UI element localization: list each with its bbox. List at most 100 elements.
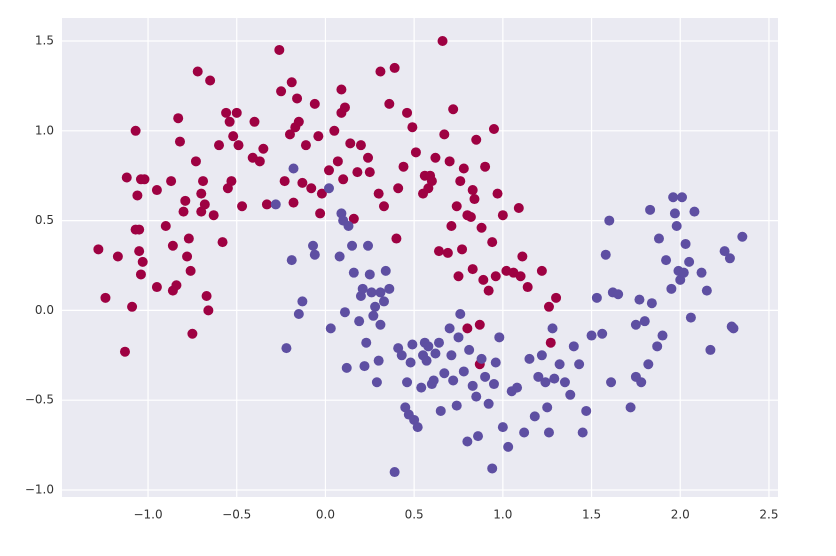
- point: [547, 323, 558, 334]
- x-tick-label: 1.0: [493, 508, 512, 522]
- point: [198, 176, 209, 187]
- point: [380, 265, 391, 276]
- point: [685, 312, 696, 323]
- point: [121, 172, 132, 183]
- point: [439, 368, 450, 379]
- point: [473, 431, 484, 442]
- point: [433, 246, 444, 257]
- point: [180, 195, 191, 206]
- point: [689, 206, 700, 217]
- point: [173, 113, 184, 124]
- x-tick-label: 0.5: [405, 508, 424, 522]
- point: [669, 208, 680, 219]
- point: [93, 244, 104, 255]
- x-tick-label: 1.5: [582, 508, 601, 522]
- point: [196, 188, 207, 199]
- point: [559, 377, 570, 388]
- point: [341, 362, 352, 373]
- point: [288, 197, 299, 208]
- point: [517, 251, 528, 262]
- point: [630, 371, 641, 382]
- point: [581, 405, 592, 416]
- point: [412, 422, 423, 433]
- point: [405, 357, 416, 368]
- point: [166, 176, 177, 187]
- point: [270, 199, 281, 210]
- point: [339, 102, 350, 113]
- point: [646, 298, 657, 309]
- point: [677, 192, 688, 203]
- point: [467, 264, 478, 275]
- point: [455, 176, 466, 187]
- point: [458, 366, 469, 377]
- point: [336, 84, 347, 95]
- point: [201, 291, 212, 302]
- point: [503, 441, 514, 452]
- point: [378, 201, 389, 212]
- point: [680, 238, 691, 249]
- point: [354, 316, 365, 327]
- point: [430, 348, 441, 359]
- point: [187, 328, 198, 339]
- point: [423, 341, 434, 352]
- point: [127, 301, 138, 312]
- point: [300, 140, 311, 151]
- point: [515, 271, 526, 282]
- point: [375, 66, 386, 77]
- point: [371, 377, 382, 388]
- point: [453, 332, 464, 343]
- point: [586, 330, 597, 341]
- point: [487, 463, 498, 474]
- point: [100, 292, 111, 303]
- point: [384, 98, 395, 109]
- point: [217, 237, 228, 248]
- point: [606, 377, 617, 388]
- point: [480, 161, 491, 172]
- point: [316, 188, 327, 199]
- point: [480, 371, 491, 382]
- point: [276, 86, 287, 97]
- y-tick-label: 0.0: [35, 303, 54, 317]
- point: [396, 350, 407, 361]
- point: [130, 125, 141, 136]
- point: [446, 220, 457, 231]
- point: [357, 283, 368, 294]
- point: [719, 246, 730, 257]
- point: [421, 355, 432, 366]
- point: [435, 405, 446, 416]
- point: [375, 319, 386, 330]
- point: [343, 220, 354, 231]
- point: [451, 201, 462, 212]
- point: [565, 389, 576, 400]
- point: [543, 427, 554, 438]
- point: [433, 337, 444, 348]
- point: [522, 282, 533, 293]
- point: [339, 307, 350, 318]
- point: [323, 183, 334, 194]
- point: [476, 353, 487, 364]
- point: [183, 233, 194, 244]
- plot-area: [62, 18, 778, 497]
- point: [428, 375, 439, 386]
- point: [286, 77, 297, 88]
- point: [490, 357, 501, 368]
- point: [444, 323, 455, 334]
- point: [728, 323, 739, 334]
- point: [167, 240, 178, 251]
- point: [457, 244, 468, 255]
- point: [391, 233, 402, 244]
- point: [737, 231, 748, 242]
- point: [119, 346, 130, 357]
- point: [696, 267, 707, 278]
- point: [554, 359, 565, 370]
- point: [208, 210, 219, 221]
- point: [653, 233, 664, 244]
- point: [361, 337, 372, 348]
- point: [151, 185, 162, 196]
- point: [634, 294, 645, 305]
- point: [398, 161, 409, 172]
- point: [668, 192, 679, 203]
- point: [478, 274, 489, 285]
- point: [724, 253, 735, 264]
- point: [671, 220, 682, 231]
